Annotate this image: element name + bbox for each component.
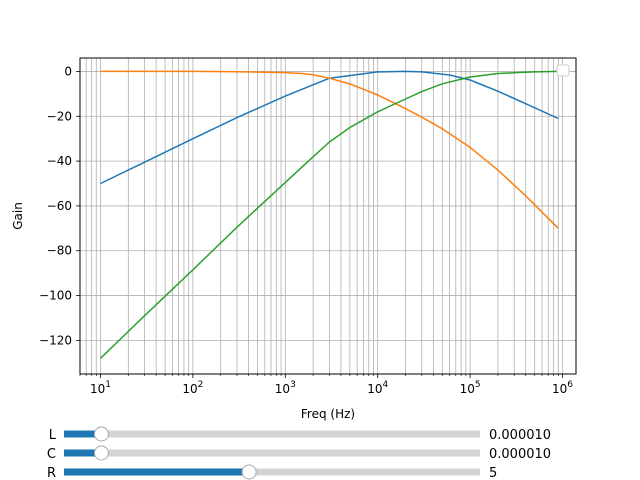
- x-tick-label: 102: [182, 380, 203, 396]
- slider-track[interactable]: [64, 449, 480, 457]
- slider-track[interactable]: [64, 468, 480, 476]
- x-tick-label: 101: [90, 380, 111, 396]
- y-tick-label: −80: [47, 244, 72, 258]
- slider-handle[interactable]: [93, 426, 109, 442]
- slider-c[interactable]: C 0.000010: [47, 445, 551, 462]
- series-line-1: [100, 70, 559, 185]
- slider-value: 0.000010: [489, 428, 551, 443]
- plot-frame: [79, 57, 577, 375]
- series-line-3: [99, 70, 559, 359]
- slider-label: R: [47, 466, 56, 480]
- y-tick-label: −120: [39, 333, 72, 347]
- y-tick-label: −60: [47, 199, 72, 213]
- slider-label: C: [47, 447, 56, 462]
- slider-l[interactable]: L 0.000010: [49, 426, 551, 443]
- slider-fill: [64, 430, 102, 438]
- series-layer: [99, 70, 559, 359]
- y-tick-label: −40: [47, 154, 72, 168]
- slider-fill: [64, 468, 250, 476]
- x-axis-label: Freq (Hz): [301, 407, 355, 421]
- y-tick-label: 0: [64, 64, 72, 78]
- major-grid: [80, 58, 576, 374]
- series-line-2: [100, 70, 559, 229]
- slider-track[interactable]: [64, 430, 480, 438]
- slider-value: 5: [489, 466, 497, 480]
- slider-handle[interactable]: [93, 445, 109, 461]
- legend-box: [556, 64, 570, 77]
- x-tick-label: 106: [552, 380, 573, 396]
- y-axis-label: Gain: [11, 202, 25, 230]
- y-tick-label: −20: [47, 109, 72, 123]
- x-tick-label: 105: [460, 380, 481, 396]
- y-axis-ticks: 0 −20 −40 −60 −80 −100 −120: [39, 64, 80, 347]
- slider-label: L: [49, 428, 57, 443]
- x-tick-label: 103: [275, 380, 296, 396]
- x-tick-label: 104: [367, 380, 388, 396]
- x-axis-ticks: 101 102 103 104 105 106: [79, 374, 573, 396]
- y-tick-label: −100: [39, 289, 72, 303]
- minor-grid: [79, 58, 559, 374]
- slider-handle[interactable]: [241, 464, 257, 480]
- slider-fill: [64, 449, 102, 457]
- slider-value: 0.000010: [489, 447, 551, 462]
